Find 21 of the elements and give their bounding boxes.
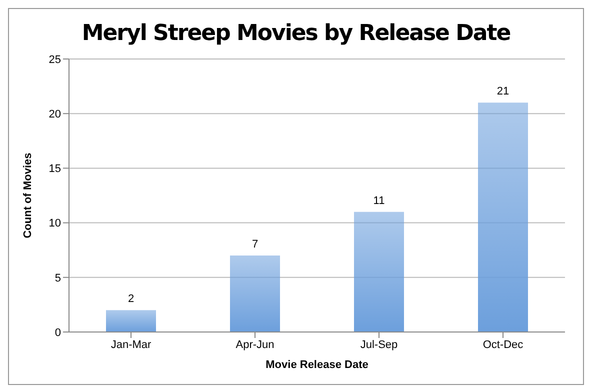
bar <box>354 212 404 332</box>
y-tick-label: 0 <box>54 326 61 339</box>
y-tick-label: 25 <box>48 54 61 66</box>
bar <box>478 102 528 332</box>
data-label: 7 <box>252 238 258 251</box>
x-tick-label: Jul-Sep <box>360 338 398 351</box>
x-axis-title: Movie Release Date <box>266 359 368 371</box>
y-tick-label: 10 <box>48 218 61 230</box>
bar <box>106 310 156 332</box>
x-tick-label: Apr-Jun <box>236 338 274 351</box>
y-axis-title: Count of Movies <box>22 152 34 238</box>
y-tick-label: 5 <box>54 272 61 284</box>
data-label: 21 <box>496 86 510 98</box>
data-label: 2 <box>128 293 134 306</box>
y-tick-label: 20 <box>48 108 61 121</box>
chart-title: Meryl Streep Movies by Release Date <box>80 20 512 48</box>
x-tick-label: Oct-Dec <box>482 338 524 351</box>
x-tick-label: Jan-Mar <box>110 338 152 351</box>
y-tick-label: 15 <box>48 163 61 176</box>
bar <box>230 256 280 332</box>
data-label: 11 <box>373 194 385 207</box>
